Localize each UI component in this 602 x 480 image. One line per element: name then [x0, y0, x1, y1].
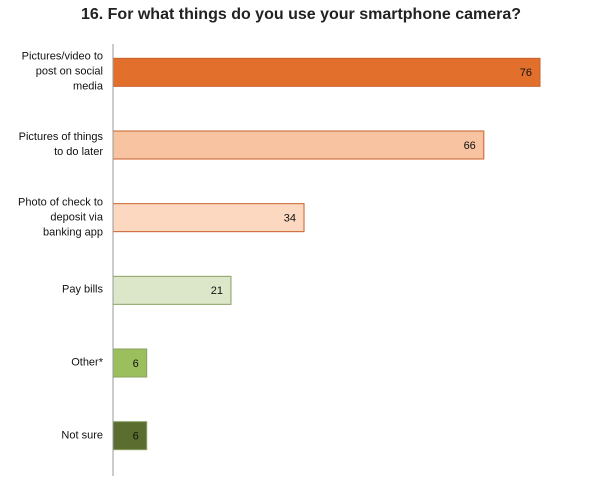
bar — [112, 421, 148, 451]
category-label: Pay bills — [62, 283, 103, 296]
chart-title: 16. For what things do you use your smar… — [80, 6, 522, 23]
value-label: 66 — [464, 140, 476, 152]
bar — [112, 130, 485, 160]
category-label: Photo of check to deposit via banking ap… — [18, 196, 103, 239]
bar — [112, 57, 541, 87]
bar — [112, 348, 148, 378]
value-label: 21 — [211, 285, 223, 297]
value-label: 6 — [133, 358, 139, 370]
value-label: 34 — [284, 213, 296, 225]
category-label: Other* — [71, 356, 103, 369]
category-label: Pictures/video to post on social media — [21, 50, 103, 93]
value-label: 6 — [133, 431, 139, 443]
category-label: Pictures of things to do later — [18, 131, 103, 158]
category-label: Not sure — [61, 429, 103, 442]
bar — [112, 203, 305, 233]
value-label: 76 — [520, 67, 532, 79]
